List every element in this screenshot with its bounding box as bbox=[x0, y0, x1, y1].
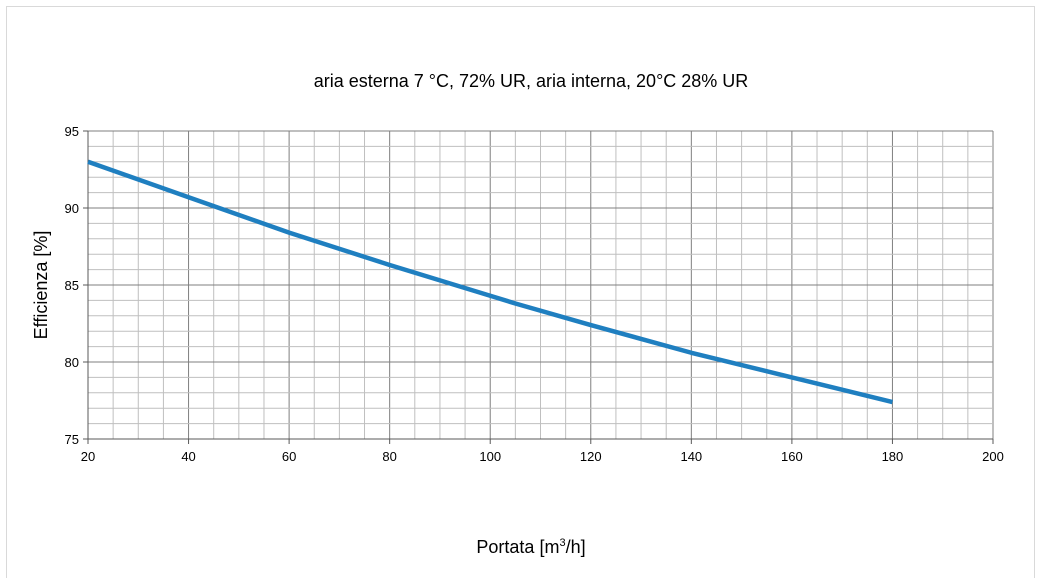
y-tick-label: 75 bbox=[65, 432, 79, 447]
y-tick-label: 90 bbox=[65, 201, 79, 216]
x-axis-title-main: Portata [m bbox=[476, 537, 559, 557]
x-axis-title-tail: /h] bbox=[566, 537, 586, 557]
tick-labels: 75 80 85 90 95 20 40 60 80 100 120 140 160 180 200 bbox=[65, 124, 1004, 464]
series-layer bbox=[87, 159, 893, 405]
x-tick-label: 140 bbox=[680, 449, 702, 464]
y-tick-label: 85 bbox=[65, 278, 79, 293]
x-tick-label: 180 bbox=[882, 449, 904, 464]
x-tick-label: 60 bbox=[282, 449, 296, 464]
x-tick-label: 20 bbox=[81, 449, 95, 464]
series-line bbox=[87, 159, 893, 405]
line-chart: aria esterna 7 °C, 72% UR, aria interna,… bbox=[31, 71, 1004, 557]
x-tick-label: 80 bbox=[382, 449, 396, 464]
chart-title: aria esterna 7 °C, 72% UR, aria interna,… bbox=[314, 71, 749, 91]
x-tick-label: 200 bbox=[982, 449, 1004, 464]
y-axis-title: Efficienza [%] bbox=[31, 231, 51, 340]
y-tick-label: 80 bbox=[65, 355, 79, 370]
chart-frame: aria esterna 7 °C, 72% UR, aria interna,… bbox=[6, 6, 1035, 578]
y-tick-label: 95 bbox=[65, 124, 79, 139]
x-tick-label: 160 bbox=[781, 449, 803, 464]
axes bbox=[83, 130, 994, 444]
x-axis-title-superscript: 3 bbox=[559, 537, 565, 549]
x-tick-label: 40 bbox=[181, 449, 195, 464]
x-tick-label: 100 bbox=[479, 449, 501, 464]
x-tick-label: 120 bbox=[580, 449, 602, 464]
x-axis-title: Portata [m3/h] bbox=[476, 537, 585, 557]
